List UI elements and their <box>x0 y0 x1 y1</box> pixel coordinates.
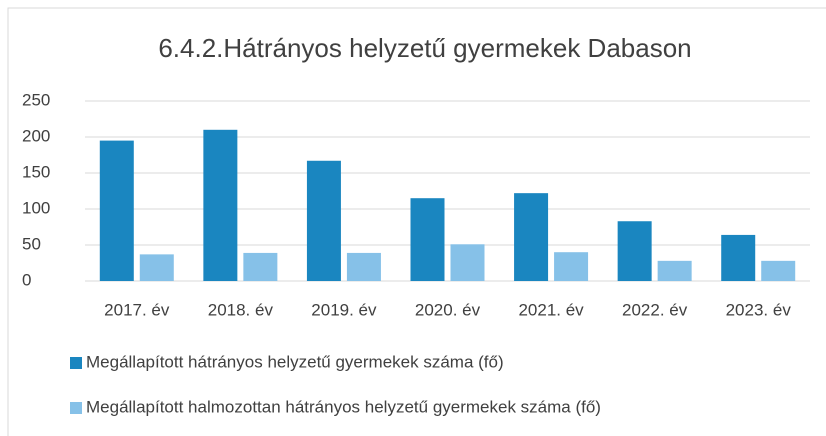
bar <box>761 260 796 281</box>
bar <box>99 140 134 281</box>
legend-label: Megállapított hátrányos helyzetű gyermek… <box>86 352 504 371</box>
bar <box>514 193 549 281</box>
x-tick-label: 2018. év <box>208 300 274 319</box>
legend-swatch <box>70 357 82 369</box>
bar <box>243 252 278 281</box>
y-tick-label: 50 <box>22 234 41 253</box>
y-tick-label: 250 <box>22 90 50 109</box>
legend-label: Megállapított halmozottan hátrányos hely… <box>86 397 601 416</box>
x-tick-label: 2019. év <box>311 300 377 319</box>
x-tick-label: 2020. év <box>415 300 481 319</box>
y-tick-label: 0 <box>22 270 31 289</box>
chart-title: 6.4.2.Hátrányos helyzetű gyermekek Dabas… <box>158 33 691 63</box>
bar <box>721 234 756 281</box>
bar <box>203 129 238 281</box>
x-tick-label: 2021. év <box>518 300 584 319</box>
bar <box>554 252 589 281</box>
bar <box>617 221 652 281</box>
bar <box>657 260 692 281</box>
legend-swatch <box>70 402 82 414</box>
y-tick-label: 150 <box>22 162 50 181</box>
y-tick-label: 200 <box>22 126 50 145</box>
x-tick-label: 2017. év <box>104 300 170 319</box>
bar <box>410 198 445 281</box>
y-tick-label: 100 <box>22 198 50 217</box>
bar <box>450 244 485 281</box>
x-tick-label: 2023. év <box>726 300 792 319</box>
bar <box>139 254 174 281</box>
bar <box>346 252 381 281</box>
bar <box>306 160 341 281</box>
x-tick-label: 2022. év <box>622 300 688 319</box>
